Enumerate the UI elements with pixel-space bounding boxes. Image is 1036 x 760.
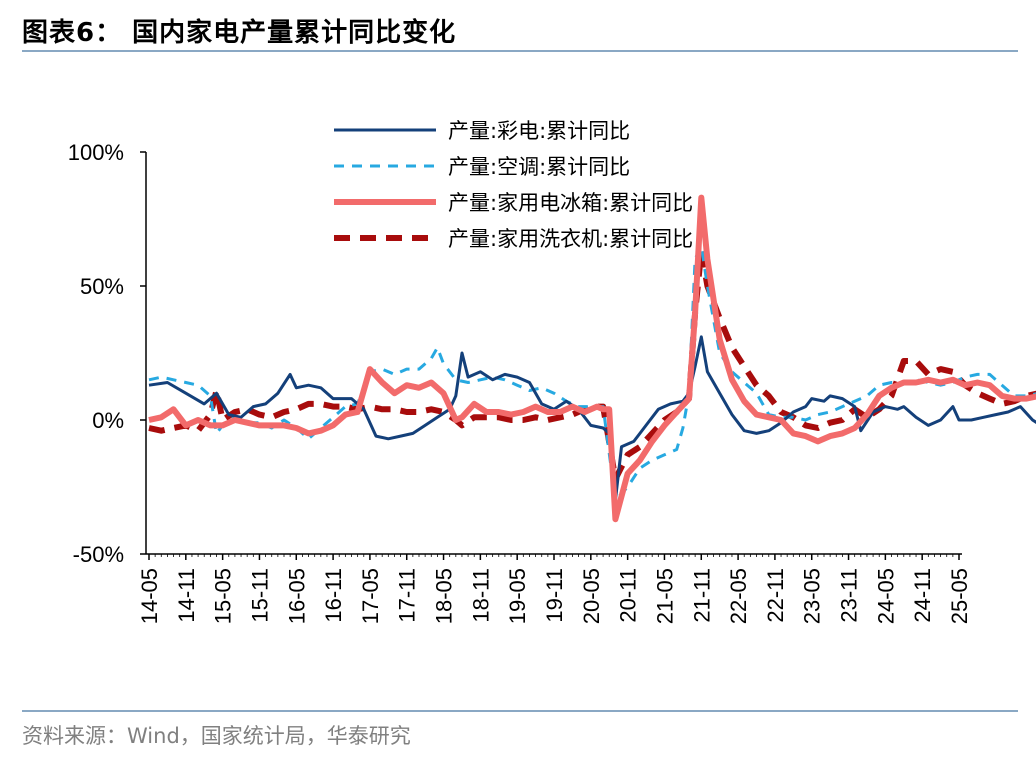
legend-label: 产量:彩电:累计同比 — [448, 119, 630, 143]
x-tick-label: 15-05 — [211, 568, 236, 624]
x-tick-label: 24-05 — [873, 568, 898, 624]
x-tick-label: 19-05 — [505, 568, 530, 624]
x-tick-label: 23-11 — [837, 568, 862, 623]
ac-series-line — [148, 244, 1036, 502]
legend-item-ac: 产量:空调:累计同比 — [334, 155, 630, 179]
fridge-series-line — [148, 194, 1036, 523]
x-tick-label: 21-05 — [652, 568, 677, 624]
y-tick-label: 100% — [68, 140, 124, 165]
bottom-divider — [22, 710, 1018, 712]
top-divider — [22, 50, 1018, 52]
x-tick-label: 14-11 — [174, 568, 199, 623]
x-tick-label: 23-05 — [800, 568, 825, 624]
tv-series-line — [148, 335, 1036, 502]
legend-item-washer: 产量:家用洗衣机:累计同比 — [334, 227, 693, 251]
x-tick-label: 14-05 — [137, 568, 162, 624]
legend-label: 产量:家用洗衣机:累计同比 — [448, 227, 693, 251]
y-tick-label: -50% — [73, 542, 124, 567]
legend-item-fridge: 产量:家用电冰箱:累计同比 — [334, 191, 693, 215]
legend-label: 产量:空调:累计同比 — [448, 155, 630, 179]
x-tick-label: 20-05 — [579, 568, 604, 624]
figure-title: 图表6： 国内家电产量累计同比变化 — [22, 18, 457, 48]
x-tick-label: 15-11 — [247, 568, 272, 623]
washer-series-line — [148, 248, 1036, 482]
x-tick-label: 16-05 — [284, 568, 309, 624]
x-tick-label: 17-11 — [395, 568, 420, 623]
x-tick-label: 18-05 — [432, 568, 457, 624]
x-tick-label: 21-11 — [689, 568, 714, 623]
legend-item-tv: 产量:彩电:累计同比 — [334, 119, 630, 143]
x-tick-label: 24-11 — [910, 568, 935, 623]
x-tick-label: 22-11 — [763, 568, 788, 623]
x-tick-label: 16-11 — [321, 568, 346, 623]
y-tick-label: 50% — [80, 274, 124, 299]
x-tick-label: 19-11 — [542, 568, 567, 623]
x-tick-label: 22-05 — [726, 568, 751, 624]
source-note: 资料来源：Wind，国家统计局，华泰研究 — [22, 724, 411, 748]
x-tick-label: 17-05 — [358, 568, 383, 624]
chart-series — [148, 194, 1036, 523]
y-tick-label: 0% — [92, 408, 124, 433]
x-tick-label: 18-11 — [468, 568, 493, 623]
chart-axes: 100% 50% 0% -50% 14-05 14-11 15-05 15-11 16-05 16… — [68, 140, 972, 624]
chart-legend: 产量:彩电:累计同比产量:空调:累计同比产量:家用电冰箱:累计同比产量:家用洗衣… — [334, 119, 693, 251]
x-tick-label: 25-05 — [947, 568, 972, 624]
x-tick-label: 20-11 — [616, 568, 641, 623]
legend-label: 产量:家用电冰箱:累计同比 — [448, 191, 693, 215]
